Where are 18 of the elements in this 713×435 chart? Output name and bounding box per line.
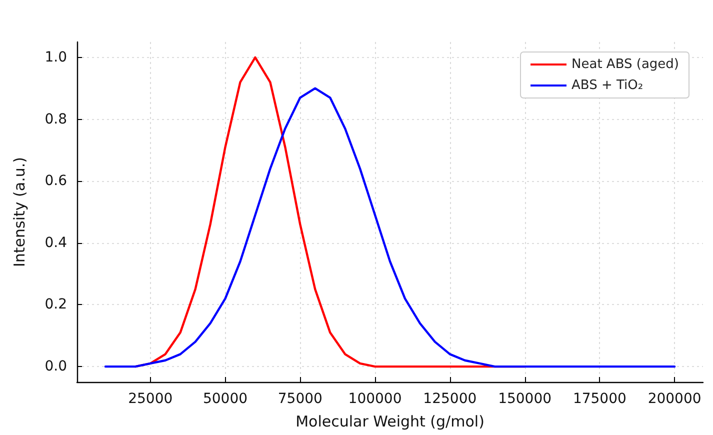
x-tick-label: 175000	[572, 391, 626, 407]
x-tick-label: 100000	[348, 391, 402, 407]
x-tick-label: 125000	[423, 391, 477, 407]
y-tick-label: 0.0	[44, 358, 67, 375]
x-tick-label: 150000	[498, 391, 552, 407]
y-tick-label: 0.8	[44, 111, 67, 128]
x-tick-label: 25000	[128, 391, 173, 407]
y-tick-label: 0.2	[44, 296, 67, 313]
y-tick-label: 0.6	[44, 173, 68, 190]
y-tick-label: 0.4	[44, 234, 68, 251]
x-tick-label: 75000	[278, 391, 322, 407]
y-tick-label: 1.0	[44, 49, 67, 66]
x-axis-title: Molecular Weight (g/mol)	[296, 412, 484, 430]
legend-label: ABS + TiO₂	[572, 78, 644, 93]
x-tick-label: 200000	[648, 391, 702, 407]
legend-label: Neat ABS (aged)	[572, 57, 679, 72]
x-tick-label: 50000	[202, 391, 248, 407]
y-axis-title: Intensity (a.u.)	[10, 157, 28, 267]
